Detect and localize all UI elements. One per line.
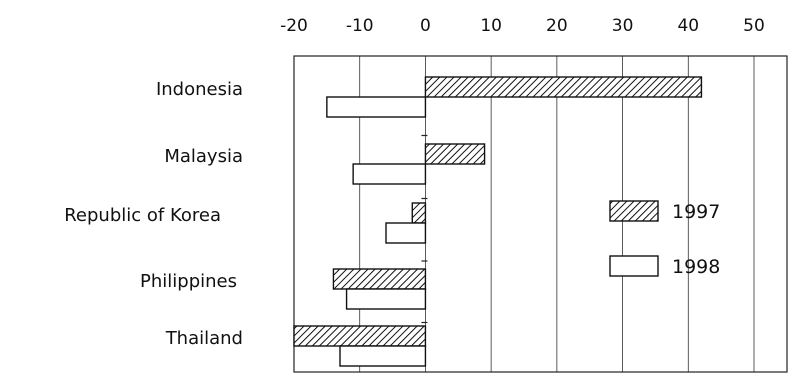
bar-1998-philippines (345, 288, 427, 310)
x-axis-ticks: -20 -10 0 10 20 30 40 50 (280, 16, 765, 36)
bar-1997-malaysia (424, 143, 486, 165)
bar-1997-philippines (332, 268, 427, 290)
x-tick-label: 10 (480, 16, 502, 36)
legend: 1997 1998 (609, 200, 720, 278)
bars (293, 76, 703, 367)
legend-swatch-1997 (609, 200, 659, 222)
x-tick-label: 0 (420, 16, 431, 36)
category-label: Malaysia (164, 146, 243, 167)
bar-1998-thailand (339, 345, 427, 367)
x-tick-label: 40 (677, 16, 699, 36)
legend-label-1998: 1998 (672, 256, 720, 278)
bar-1998-indonesia (326, 96, 427, 118)
x-tick-label: 30 (612, 16, 634, 36)
legend-swatch-1998 (609, 255, 659, 277)
x-tick-label: -10 (346, 16, 374, 36)
category-labels: Indonesia Malaysia Republic of Korea Philip… (64, 79, 243, 349)
x-tick-label: 50 (743, 16, 765, 36)
x-tick-label: 20 (546, 16, 568, 36)
plot-frame (293, 55, 788, 373)
bar-1998-malaysia (352, 163, 427, 185)
category-label: Thailand (165, 328, 243, 349)
bar-1997-thailand (293, 325, 427, 347)
category-label: Indonesia (156, 79, 243, 100)
category-label: Philippines (140, 271, 237, 292)
legend-label-1997: 1997 (672, 201, 720, 223)
x-tick-label: -20 (280, 16, 308, 36)
bar-1997-republic-of-korea (411, 202, 427, 224)
bar-1998-republic-of-korea (385, 222, 427, 244)
bar-1997-indonesia (424, 76, 703, 98)
category-label: Republic of Korea (64, 205, 221, 226)
